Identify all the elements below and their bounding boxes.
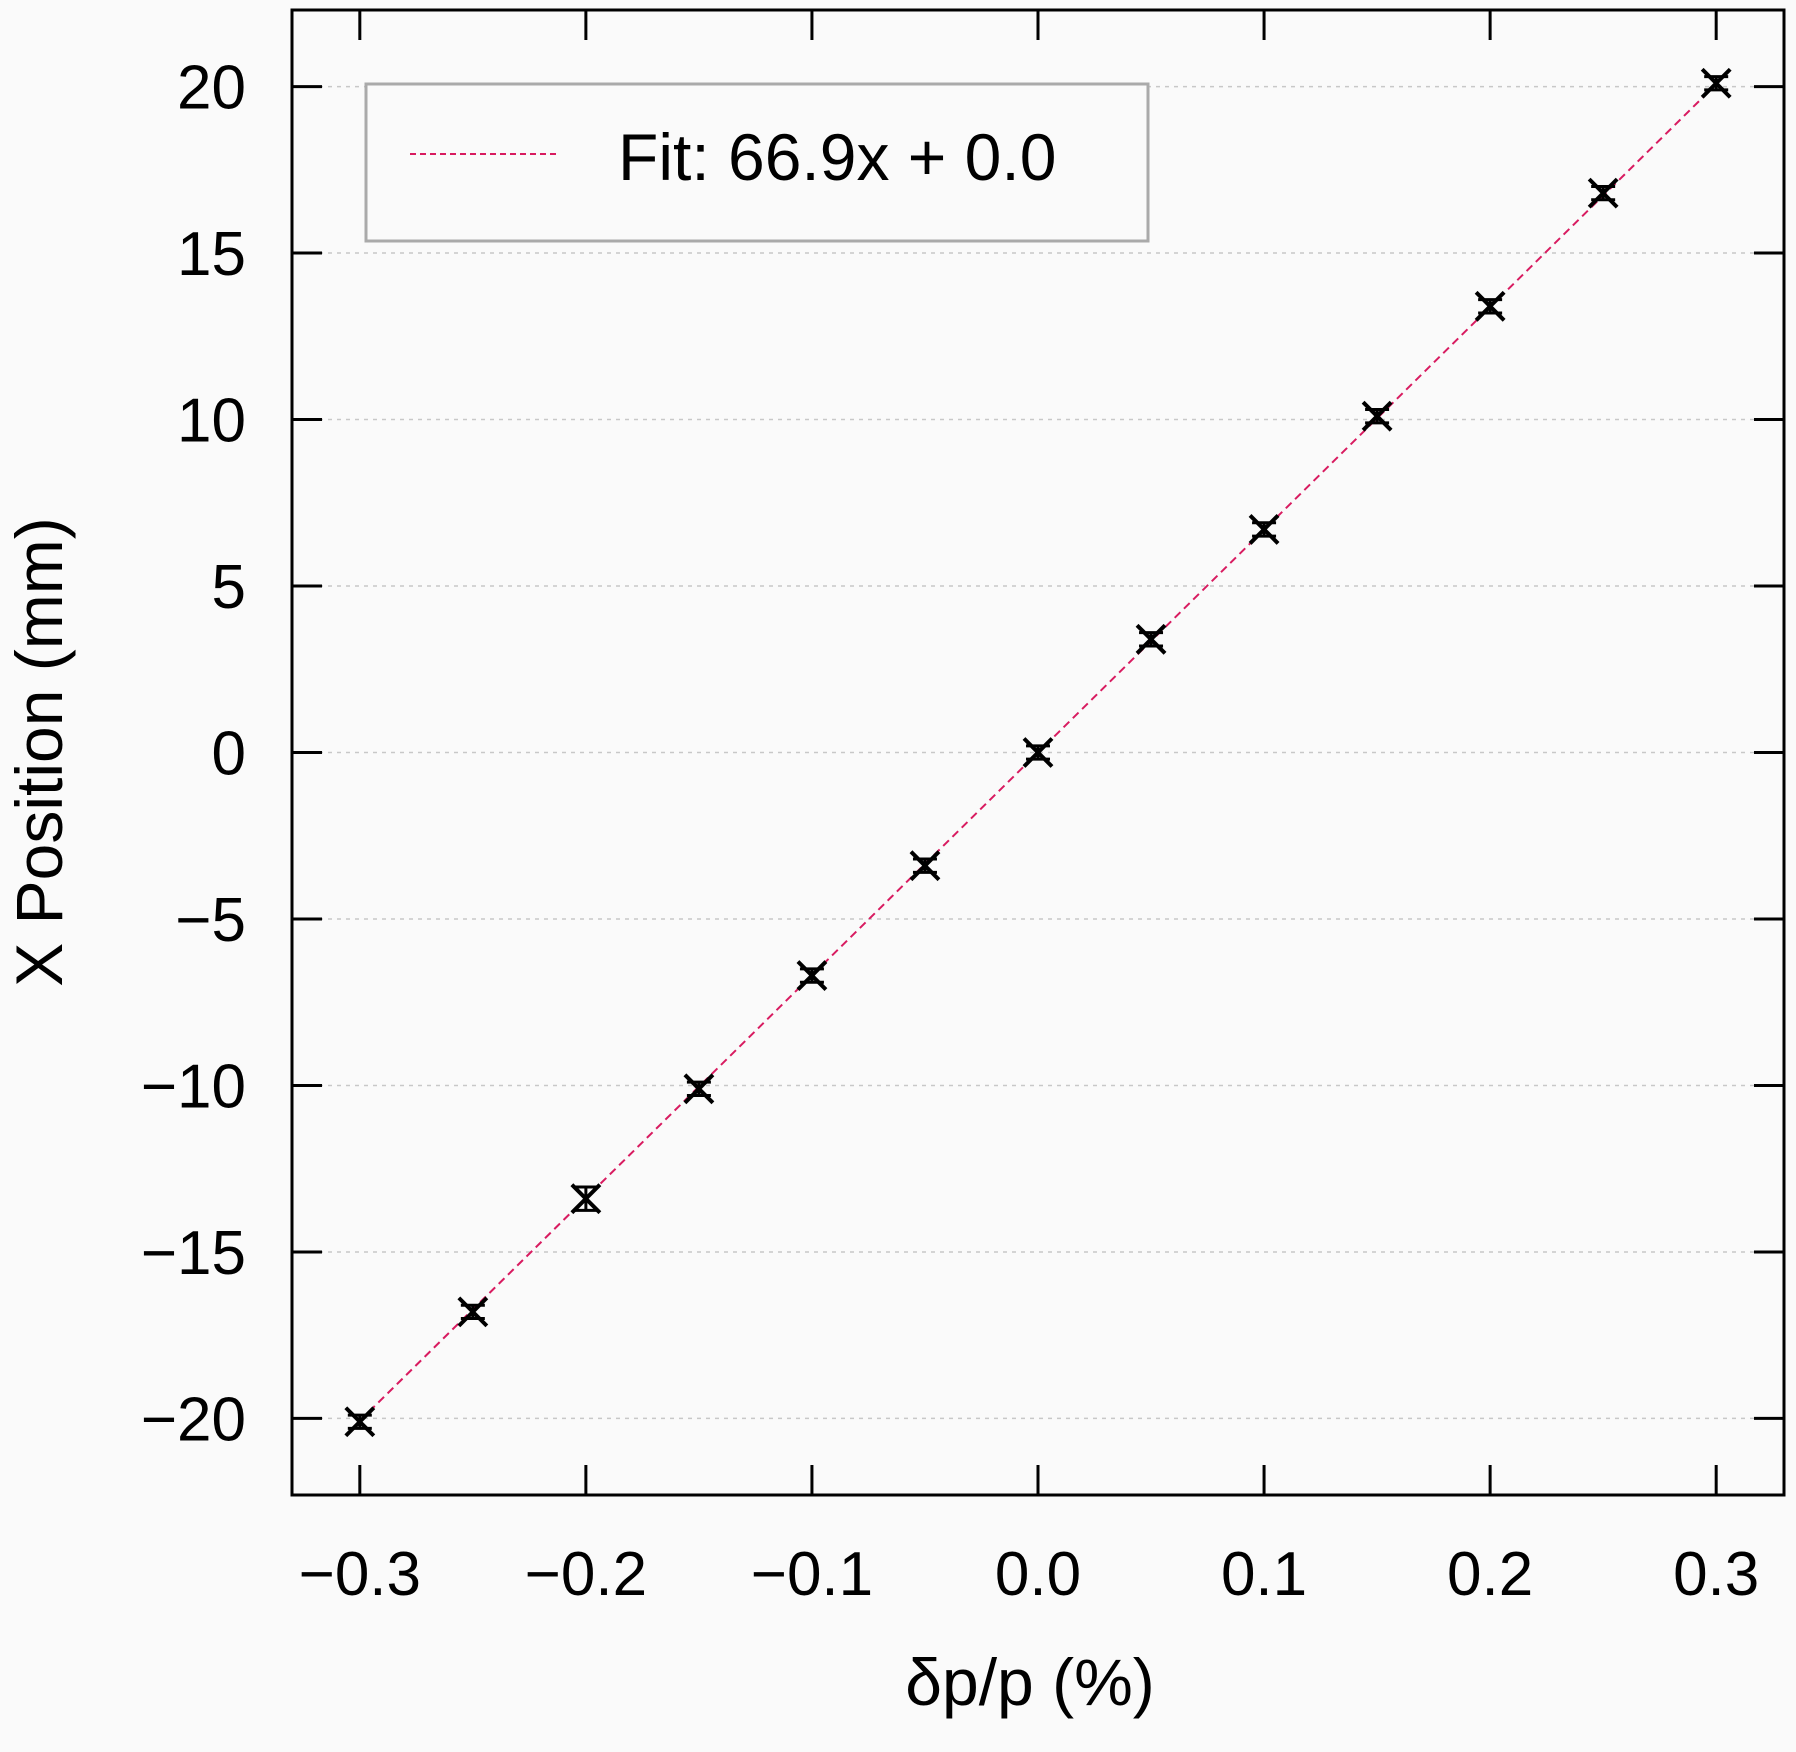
data-point (683, 1073, 715, 1105)
marker-x-stroke (1700, 67, 1732, 99)
data-point (1474, 290, 1506, 322)
data-points (344, 67, 1732, 1438)
legend-box (364, 82, 1150, 243)
x-axis-title: δp/p (%) (905, 1645, 1154, 1719)
y-tick-label: −15 (141, 1219, 246, 1288)
marker-x-stroke (570, 1183, 602, 1215)
y-tick-label: 0 (212, 720, 246, 789)
data-point (1022, 737, 1054, 768)
x-tick-label: −0.3 (299, 1540, 421, 1609)
y-tick-label: 20 (177, 54, 246, 123)
y-tick-label: 5 (212, 553, 246, 622)
x-tick-label: −0.1 (751, 1540, 873, 1609)
x-tick-label: 0.3 (1673, 1540, 1759, 1609)
axis-ticks (292, 10, 1784, 1495)
marker-x-stroke (1135, 623, 1167, 655)
marker-x-stroke (1022, 737, 1054, 768)
y-tick-label: −10 (141, 1052, 246, 1121)
y-tick-labels: −20 −15 −10 −5 0 5 10 15 20 (141, 54, 246, 1455)
data-point (344, 1406, 376, 1438)
marker-x-stroke (796, 960, 828, 991)
data-point (457, 1296, 489, 1328)
y-tick-label: 15 (177, 220, 246, 289)
marker-x-stroke (683, 1073, 715, 1105)
y-tick-label: −20 (141, 1385, 246, 1454)
x-tick-label: 0.1 (1221, 1540, 1307, 1609)
x-tick-label: 0.0 (995, 1540, 1081, 1609)
data-point (1587, 177, 1619, 209)
marker-x-stroke (1587, 177, 1619, 209)
marker-x-stroke (457, 1296, 489, 1328)
data-point (909, 850, 941, 882)
grid-lines (292, 85, 1784, 1420)
data-point (1135, 623, 1167, 655)
data-point (1361, 400, 1393, 432)
legend: Fit: 66.9x + 0.0 (364, 82, 1150, 243)
data-point (1700, 67, 1732, 99)
x-tick-label: 0.2 (1447, 1540, 1533, 1609)
marker-x-stroke (1361, 400, 1393, 432)
marker-x-stroke (909, 850, 941, 882)
y-tick-label: 10 (177, 387, 246, 456)
x-tick-labels: −0.3 −0.2 −0.1 0.0 0.1 0.2 0.3 (299, 1540, 1760, 1609)
x-tick-label: −0.2 (525, 1540, 647, 1609)
y-tick-label: −5 (175, 886, 246, 955)
data-point (570, 1183, 602, 1215)
data-point (796, 960, 828, 991)
marker-x-stroke (344, 1406, 376, 1438)
marker-x-stroke (1248, 514, 1280, 545)
y-axis-title: X Position (mm) (2, 517, 76, 986)
legend-label: Fit: 66.9x + 0.0 (618, 120, 1056, 194)
data-point (1248, 514, 1280, 545)
marker-x-stroke (1474, 290, 1506, 322)
